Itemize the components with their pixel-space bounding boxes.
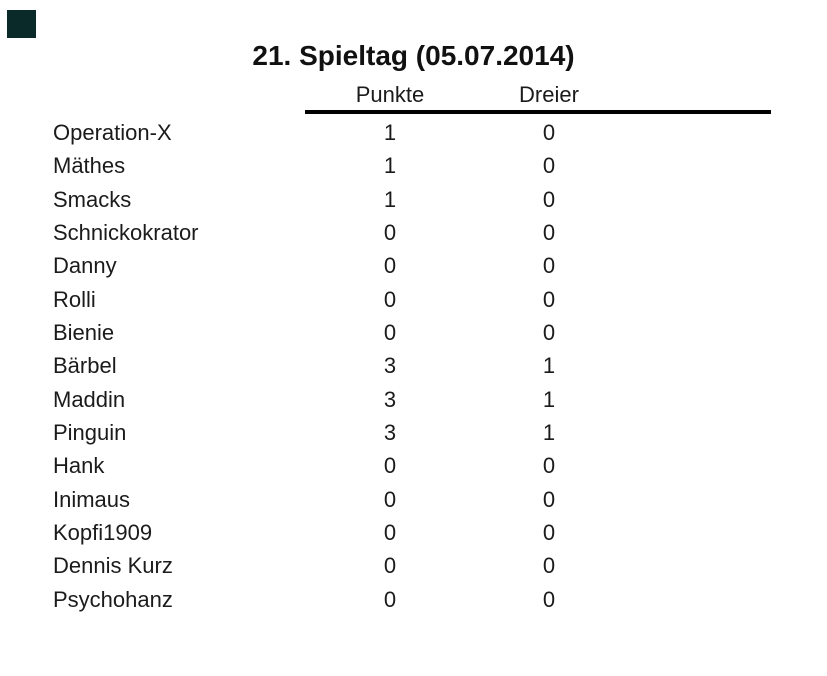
player-name-cell: Psychohanz bbox=[53, 586, 173, 612]
dreier-cell: 0 bbox=[542, 586, 556, 612]
table-row: Rolli 0 0 bbox=[0, 283, 827, 316]
player-name-cell: Bienie bbox=[53, 320, 115, 346]
dreier-cell: 0 bbox=[542, 253, 556, 279]
player-name-cell: Kopfi1909 bbox=[53, 520, 153, 546]
punkte-cell: 3 bbox=[383, 386, 397, 412]
player-name-cell: Bärbel bbox=[53, 353, 117, 379]
table-row: Schnickokrator 0 0 bbox=[0, 216, 827, 249]
dreier-cell: 0 bbox=[542, 220, 556, 246]
corner-artifact-square bbox=[7, 10, 36, 38]
punkte-cell: 0 bbox=[383, 320, 397, 346]
column-header-punkte: Punkte bbox=[355, 82, 425, 107]
table-row: Maddin 3 1 bbox=[0, 383, 827, 416]
punkte-cell: 0 bbox=[383, 453, 397, 479]
table-row: Operation-X 1 0 bbox=[0, 116, 827, 149]
table-row: Danny 0 0 bbox=[0, 249, 827, 282]
dreier-cell: 0 bbox=[542, 553, 556, 579]
table-row: Mäthes 1 0 bbox=[0, 149, 827, 182]
player-name-cell: Smacks bbox=[53, 186, 132, 212]
player-name-cell: Rolli bbox=[53, 286, 96, 312]
player-name-cell: Dennis Kurz bbox=[53, 553, 173, 579]
header-rule bbox=[305, 110, 771, 114]
table-row: Bärbel 3 1 bbox=[0, 349, 827, 382]
dreier-cell: 0 bbox=[542, 153, 556, 179]
table-row: Hank 0 0 bbox=[0, 449, 827, 482]
dreier-cell: 1 bbox=[542, 353, 556, 379]
table-row: Bienie 0 0 bbox=[0, 316, 827, 349]
player-name-cell: Inimaus bbox=[53, 486, 131, 512]
page-title: 21. Spieltag (05.07.2014) bbox=[252, 40, 575, 71]
player-name-cell: Pinguin bbox=[53, 420, 127, 446]
dreier-cell: 1 bbox=[542, 386, 556, 412]
player-name-cell: Danny bbox=[53, 253, 117, 279]
dreier-cell: 0 bbox=[542, 520, 556, 546]
player-name-cell: Schnickokrator bbox=[53, 220, 199, 246]
punkte-cell: 0 bbox=[383, 220, 397, 246]
results-table: Operation-X 1 0 Mäthes 1 0 Smacks 1 0 Sc… bbox=[0, 116, 827, 616]
table-row: Dennis Kurz 0 0 bbox=[0, 549, 827, 582]
table-row: Inimaus 0 0 bbox=[0, 483, 827, 516]
punkte-cell: 0 bbox=[383, 520, 397, 546]
punkte-cell: 1 bbox=[383, 153, 397, 179]
player-name-cell: Mäthes bbox=[53, 153, 126, 179]
dreier-cell: 0 bbox=[542, 120, 556, 145]
punkte-cell: 0 bbox=[383, 486, 397, 512]
dreier-cell: 0 bbox=[542, 186, 556, 212]
dreier-cell: 0 bbox=[542, 286, 556, 312]
punkte-cell: 0 bbox=[383, 253, 397, 279]
table-row: Smacks 1 0 bbox=[0, 183, 827, 216]
player-name-cell: Hank bbox=[53, 453, 105, 479]
player-name-cell: Operation-X bbox=[53, 120, 172, 145]
dreier-cell: 1 bbox=[542, 420, 556, 446]
punkte-cell: 0 bbox=[383, 286, 397, 312]
table-row: Pinguin 3 1 bbox=[0, 416, 827, 449]
player-name-cell: Maddin bbox=[53, 386, 126, 412]
punkte-cell: 0 bbox=[383, 586, 397, 612]
table-row: Psychohanz 0 0 bbox=[0, 583, 827, 616]
dreier-cell: 0 bbox=[542, 486, 556, 512]
punkte-cell: 3 bbox=[383, 420, 397, 446]
dreier-cell: 0 bbox=[542, 453, 556, 479]
table-row: Kopfi1909 0 0 bbox=[0, 516, 827, 549]
punkte-cell: 1 bbox=[383, 120, 397, 145]
dreier-cell: 0 bbox=[542, 320, 556, 346]
column-header-dreier: Dreier bbox=[519, 82, 579, 107]
punkte-cell: 0 bbox=[383, 553, 397, 579]
punkte-cell: 3 bbox=[383, 353, 397, 379]
punkte-cell: 1 bbox=[383, 186, 397, 212]
